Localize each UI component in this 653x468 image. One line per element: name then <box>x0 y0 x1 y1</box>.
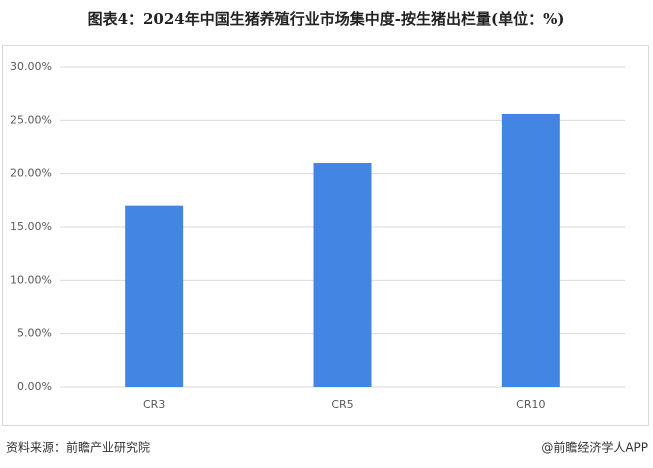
bar <box>313 163 372 387</box>
chart-frame <box>2 45 649 426</box>
x-tick-label: CR10 <box>516 398 545 411</box>
chart-title: 图表4：2024年中国生猪养殖行业市场集中度-按生猪出栏量(单位：%) <box>88 10 565 28</box>
bar <box>125 205 184 387</box>
bar <box>501 113 560 387</box>
credit-note: @前瞻经济学人APP <box>541 440 648 455</box>
y-tick-label: 5.00% <box>17 327 52 340</box>
y-tick-label: 30.00% <box>10 60 52 73</box>
y-tick-label: 15.00% <box>10 220 52 233</box>
source-note: 资料来源：前瞻产业研究院 <box>6 440 150 455</box>
y-tick-label: 10.00% <box>10 273 52 286</box>
x-tick-label: CR5 <box>331 398 353 411</box>
y-tick-label: 25.00% <box>10 113 52 126</box>
x-tick-label: CR3 <box>143 398 165 411</box>
y-tick-label: 20.00% <box>10 167 52 180</box>
y-tick-label: 0.00% <box>17 380 52 393</box>
